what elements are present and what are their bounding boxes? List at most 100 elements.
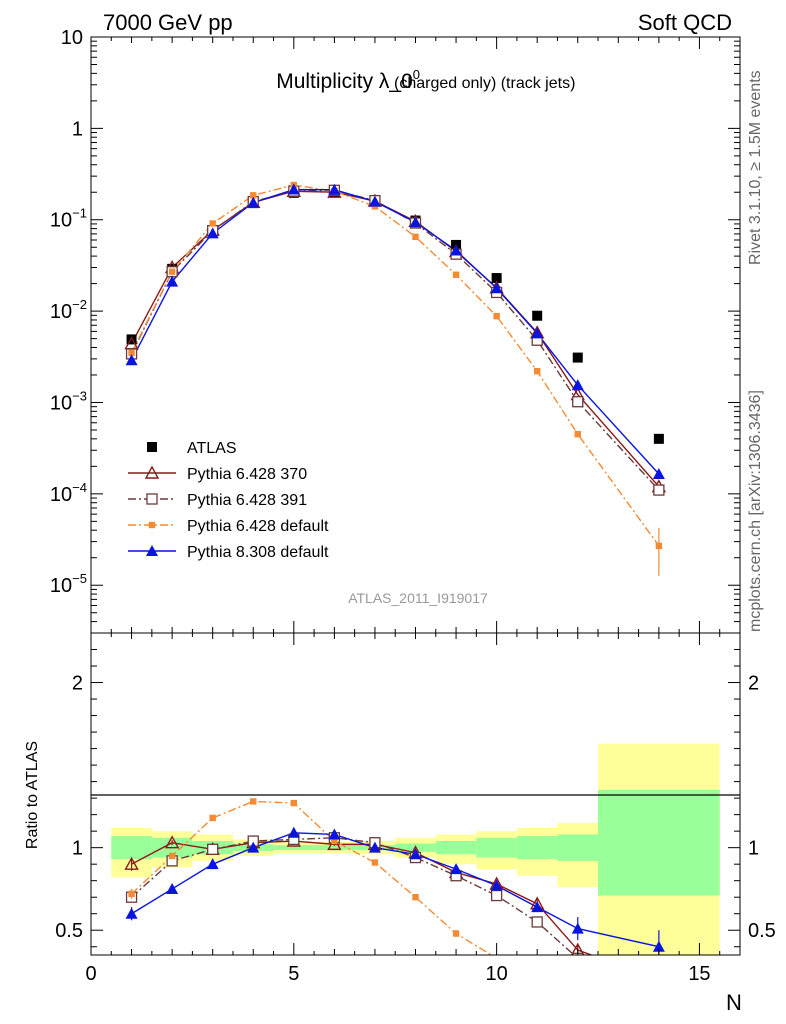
main-point-p8def — [328, 183, 341, 195]
main-point-p6def — [574, 430, 581, 438]
main-y-tick-label: 10−3 — [50, 388, 87, 414]
ratio-point-p8def — [206, 858, 219, 870]
x-tick-label: 0 — [85, 963, 96, 985]
x-tick-label: 15 — [688, 963, 710, 985]
ratio-point-p8def — [490, 879, 503, 891]
legend-label-p370: Pythia 6.428 370 — [187, 466, 307, 483]
x-tick-label: 5 — [288, 963, 299, 985]
ratio-point-p6def — [128, 890, 135, 898]
main-title: Multiplicity λ_00 — [276, 67, 420, 93]
ratio-series-layer — [124, 798, 665, 1007]
main-y-tick-label: 1 — [72, 118, 83, 140]
ratio-band-inner — [273, 845, 315, 851]
legend-label-atlas: ATLAS — [187, 440, 237, 457]
main-y-tick-label: 10−2 — [50, 297, 87, 323]
ratio-plot: 0.5 0.5 1 1 2 2 0 5 10 15 Ratio to ATLAS N — [24, 632, 776, 1015]
legend-marker-p6def — [148, 521, 156, 529]
ratio-point-p391 — [207, 843, 219, 855]
legend-marker-p370 — [144, 465, 160, 479]
main-point-p6def — [533, 367, 541, 375]
main-point-p6def — [209, 220, 216, 227]
ratio-point-p8def — [571, 922, 584, 934]
ratio-y-tick-label-right: 0.5 — [748, 920, 776, 942]
ratio-point-p370 — [653, 974, 665, 985]
main-point-atlas — [126, 334, 137, 345]
ratio-band-inner — [314, 845, 355, 851]
ratio-point-p391 — [531, 916, 543, 928]
main-point-p8def — [531, 327, 544, 339]
ratio-point-p8def — [531, 901, 544, 913]
ratio-point-p8def — [247, 841, 260, 853]
header-left: 7000 GeV pp — [103, 10, 233, 35]
main-point-p8def — [652, 467, 665, 479]
ratio-band-inner — [557, 834, 599, 861]
legend-label-p391: Pythia 6.428 391 — [187, 492, 307, 509]
legend-marker-atlas — [147, 442, 157, 452]
main-point-p6def — [168, 268, 176, 275]
legend: ATLAS Pythia 6.428 370 Pythia 6.428 391 Pyt… — [128, 440, 329, 561]
main-y-ticks: 10 1 10−1 10−2 10−3 10−4 10−5 — [50, 27, 740, 634]
main-point-p8def — [490, 282, 503, 294]
x-axis-label: N — [726, 990, 742, 1015]
main-series-layer — [124, 181, 667, 576]
main-point-p8def — [206, 227, 219, 239]
ratio-point-p8def — [368, 841, 381, 853]
ratio-x-ticks: 0 5 10 15 — [85, 633, 721, 985]
ratio-point-p391 — [490, 889, 503, 902]
main-x-ticks — [90, 37, 721, 633]
ratio-point-p8def — [450, 863, 463, 875]
ratio-point-p370 — [124, 856, 139, 870]
ratio-point-p391 — [654, 975, 664, 985]
ratio-band-inner — [476, 837, 517, 858]
ratio-y-axis-label: Ratio to ATLAS — [24, 741, 41, 849]
ratio-band-inner — [516, 836, 558, 860]
legend-label-p6def: Pythia 6.428 default — [187, 518, 329, 535]
ratio-point-p8def — [166, 882, 179, 894]
main-point-p6def — [493, 312, 500, 320]
legend-label-p8def: Pythia 8.308 default — [187, 544, 329, 561]
ratio-series-clip — [124, 798, 665, 1007]
header-right: Soft QCD — [638, 10, 732, 35]
ratio-point-p6def — [412, 894, 419, 901]
main-point-atlas — [532, 310, 543, 321]
watermark: ATLAS_2011_I919017 — [348, 590, 488, 606]
side-text-lower: mcplots.cern.ch [arXiv:1306.3436] — [747, 390, 764, 632]
main-point-atlas — [491, 273, 502, 284]
ratio-point-p8def — [287, 826, 300, 838]
ratio-point-p6def — [371, 859, 379, 866]
main-point-atlas — [653, 433, 664, 444]
ratio-point-p6def — [331, 837, 338, 845]
side-text-upper: Rivet 3.1.10, ≥ 1.5M events — [747, 70, 764, 265]
ratio-point-p6def — [493, 955, 499, 961]
main-point-p8def — [409, 216, 422, 228]
ratio-point-p6def — [290, 799, 298, 807]
ratio-y-tick-label: 1 — [72, 838, 83, 860]
ratio-y-tick-label: 2 — [72, 673, 83, 695]
ratio-point-p6def — [452, 930, 460, 937]
ratio-point-p8def — [328, 828, 341, 840]
ratio-point-p370 — [570, 942, 585, 955]
ratio-point-p6def — [656, 1001, 662, 1007]
main-y-tick-label: 10−1 — [50, 206, 87, 232]
x-tick-label: 10 — [486, 963, 508, 985]
main-point-p8def — [125, 354, 138, 366]
ratio-band-inner — [111, 836, 152, 860]
main-y-tick-label: 10−5 — [50, 571, 87, 597]
main-point-p391 — [572, 396, 584, 408]
ratio-point-p6def — [250, 798, 257, 805]
main-point-p6def — [412, 233, 419, 241]
main-point-p6def — [452, 271, 460, 278]
ratio-point-p8def — [125, 907, 138, 919]
main-point-p6def — [128, 349, 135, 356]
main-plot: 10 1 10−1 10−2 10−3 10−4 10−5 Multiplicity λ_0… — [50, 27, 741, 634]
main-point-atlas — [572, 352, 583, 363]
ratio-point-p8def — [409, 848, 422, 860]
ratio-point-p6def — [168, 852, 176, 860]
legend-marker-p391 — [146, 493, 158, 505]
ratio-band-inner — [435, 841, 477, 855]
ratio-point-p370 — [164, 835, 180, 849]
ratio-y-ticks: 0.5 0.5 1 1 2 2 — [55, 632, 776, 948]
main-point-p8def — [247, 196, 260, 208]
main-title-tail: (charged only) (track jets) — [394, 75, 575, 92]
